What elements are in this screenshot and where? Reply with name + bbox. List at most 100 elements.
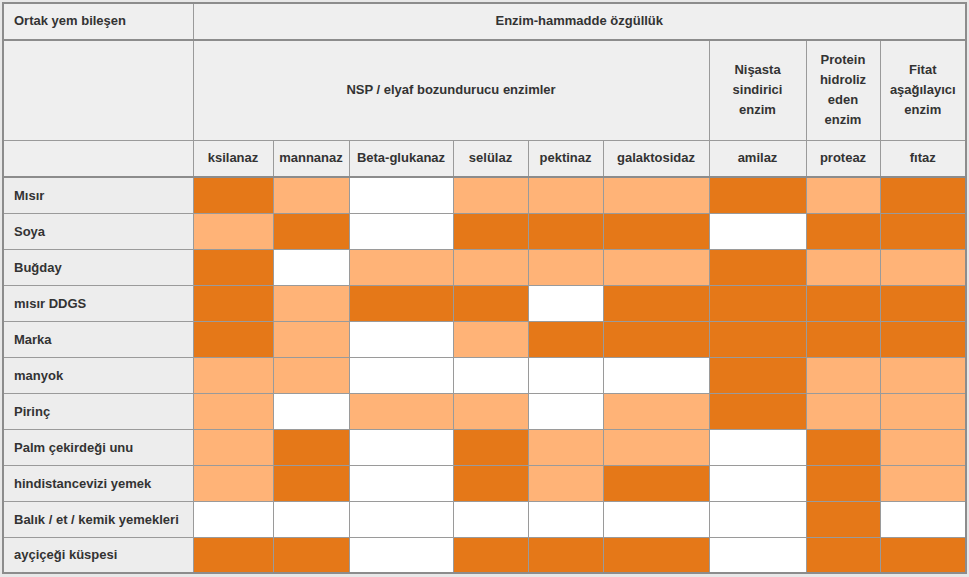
cell-4-8: [880, 321, 966, 357]
header-row-enzymes: ksilanazmannanazBeta-glukanazselülazpekt…: [3, 140, 966, 177]
cell-2-8: [880, 249, 966, 285]
cell-10-4: [528, 537, 603, 573]
enzyme-header-proteaz: proteaz: [806, 140, 880, 177]
cell-2-2: [349, 249, 453, 285]
row-label: Balık / et / kemik yemekleri: [3, 501, 193, 537]
cell-5-6: [709, 357, 806, 393]
cell-7-8: [880, 429, 966, 465]
cell-1-0: [193, 213, 273, 249]
cell-7-3: [453, 429, 528, 465]
cell-1-4: [528, 213, 603, 249]
cell-6-6: [709, 393, 806, 429]
cell-10-0: [193, 537, 273, 573]
cell-8-7: [806, 465, 880, 501]
cell-7-1: [273, 429, 349, 465]
group-nsp-header: NSP / elyaf bozundurucu enzimler: [193, 40, 709, 140]
cell-5-2: [349, 357, 453, 393]
cell-3-4: [528, 285, 603, 321]
cell-10-3: [453, 537, 528, 573]
cell-3-1: [273, 285, 349, 321]
cell-2-1: [273, 249, 349, 285]
cell-2-0: [193, 249, 273, 285]
cell-3-7: [806, 285, 880, 321]
cell-8-2: [349, 465, 453, 501]
cell-1-8: [880, 213, 966, 249]
cell-1-2: [349, 213, 453, 249]
cell-3-8: [880, 285, 966, 321]
cell-3-6: [709, 285, 806, 321]
table-header: Ortak yem bileşen Enzim-hammadde özgüllü…: [3, 3, 966, 177]
cell-0-5: [603, 177, 709, 213]
cell-6-3: [453, 393, 528, 429]
cell-1-1: [273, 213, 349, 249]
enzyme-header-pektinaz: pektinaz: [528, 140, 603, 177]
cell-9-0: [193, 501, 273, 537]
row-label: mısır DDGS: [3, 285, 193, 321]
cell-4-1: [273, 321, 349, 357]
cell-5-4: [528, 357, 603, 393]
group-phytate-header: Fitat aşağılayıcı enzim: [880, 40, 966, 140]
cell-1-3: [453, 213, 528, 249]
cell-9-2: [349, 501, 453, 537]
cell-0-2: [349, 177, 453, 213]
cell-6-0: [193, 393, 273, 429]
row-label: Soya: [3, 213, 193, 249]
table-body: MısırSoyaBuğdaymısır DDGSMarkamanyokPiri…: [3, 177, 966, 573]
cell-10-6: [709, 537, 806, 573]
cell-0-1: [273, 177, 349, 213]
cell-0-0: [193, 177, 273, 213]
table-row: Soya: [3, 213, 966, 249]
cell-8-5: [603, 465, 709, 501]
cell-10-5: [603, 537, 709, 573]
cell-6-5: [603, 393, 709, 429]
row-label: Buğday: [3, 249, 193, 285]
row-label: Pirinç: [3, 393, 193, 429]
cell-9-1: [273, 501, 349, 537]
cell-9-5: [603, 501, 709, 537]
enzyme-header-beta-glukanaz: Beta-glukanaz: [349, 140, 453, 177]
cell-10-7: [806, 537, 880, 573]
cell-3-5: [603, 285, 709, 321]
empty-header-cell: [3, 140, 193, 177]
header-row-groups: NSP / elyaf bozundurucu enzimler Nişasta…: [3, 40, 966, 140]
cell-4-4: [528, 321, 603, 357]
empty-header-cell: [3, 40, 193, 140]
enzyme-header-mannanaz: mannanaz: [273, 140, 349, 177]
cell-8-8: [880, 465, 966, 501]
cell-7-0: [193, 429, 273, 465]
cell-9-8: [880, 501, 966, 537]
cell-3-3: [453, 285, 528, 321]
row-label: Marka: [3, 321, 193, 357]
cell-10-2: [349, 537, 453, 573]
cell-4-7: [806, 321, 880, 357]
cell-1-7: [806, 213, 880, 249]
cell-0-8: [880, 177, 966, 213]
cell-9-4: [528, 501, 603, 537]
cell-6-7: [806, 393, 880, 429]
cell-4-0: [193, 321, 273, 357]
cell-5-3: [453, 357, 528, 393]
table-row: Mısır: [3, 177, 966, 213]
cell-7-7: [806, 429, 880, 465]
cell-10-8: [880, 537, 966, 573]
table-row: hindistancevizi yemek: [3, 465, 966, 501]
cell-3-2: [349, 285, 453, 321]
table-row: manyok: [3, 357, 966, 393]
enzyme-header-galaktosidaz: galaktosidaz: [603, 140, 709, 177]
cell-5-0: [193, 357, 273, 393]
cell-1-5: [603, 213, 709, 249]
table-row: Marka: [3, 321, 966, 357]
cell-5-5: [603, 357, 709, 393]
cell-4-3: [453, 321, 528, 357]
cell-0-7: [806, 177, 880, 213]
cell-9-6: [709, 501, 806, 537]
cell-8-3: [453, 465, 528, 501]
cell-5-8: [880, 357, 966, 393]
row-label: manyok: [3, 357, 193, 393]
cell-7-2: [349, 429, 453, 465]
enzyme-specificity-table: Ortak yem bileşen Enzim-hammadde özgüllü…: [2, 2, 967, 574]
cell-2-4: [528, 249, 603, 285]
enzyme-header-amilaz: amilaz: [709, 140, 806, 177]
corner-header: Ortak yem bileşen: [3, 3, 193, 40]
cell-10-1: [273, 537, 349, 573]
